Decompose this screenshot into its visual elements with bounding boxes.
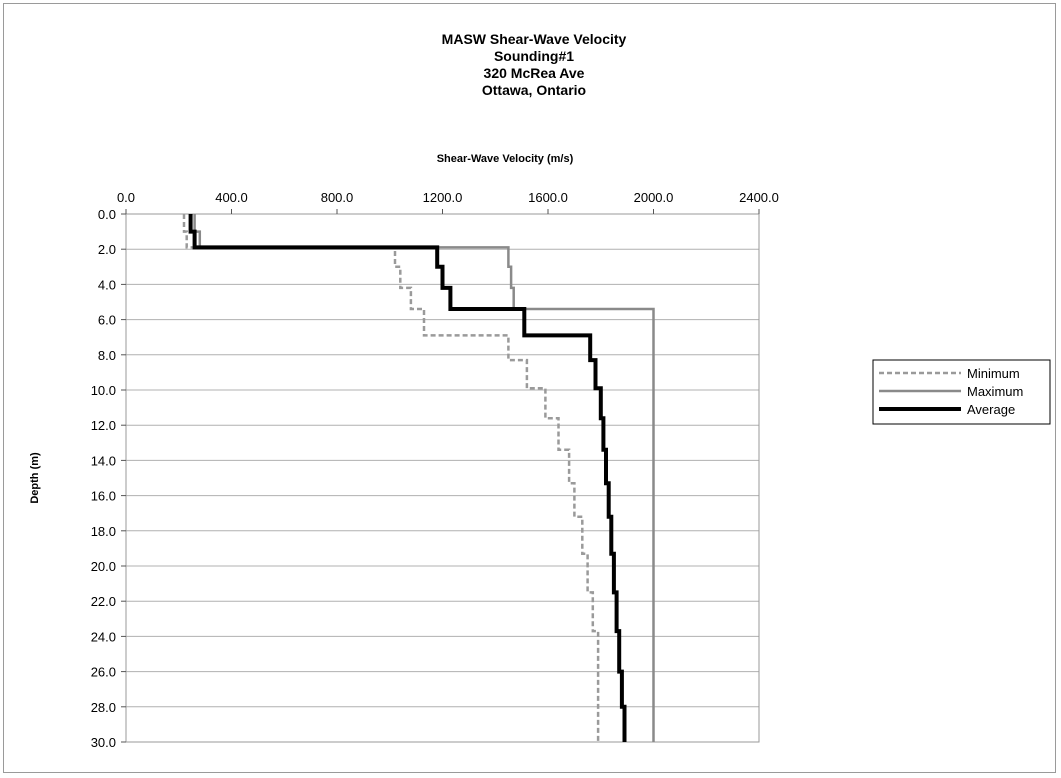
x-tick-label: 2400.0 xyxy=(739,190,779,205)
series-lines xyxy=(182,214,655,742)
y-tick-label: 26.0 xyxy=(91,665,116,680)
y-tick-label: 0.0 xyxy=(98,207,116,222)
x-tick-label: 1200.0 xyxy=(423,190,463,205)
x-axis-title: Shear-Wave Velocity (m/s) xyxy=(437,153,574,165)
legend-label-minimum: Minimum xyxy=(967,366,1020,381)
y-axis-title: Depth (m) xyxy=(29,452,41,504)
y-tick-label: 2.0 xyxy=(98,242,116,257)
chart-title-line-4: Ottawa, Ontario xyxy=(481,82,587,98)
y-tick-label: 30.0 xyxy=(91,735,116,750)
y-tick-label: 22.0 xyxy=(91,594,116,609)
x-tick-label: 1600.0 xyxy=(528,190,568,205)
y-tick-label: 18.0 xyxy=(91,524,116,539)
y-tick-label: 24.0 xyxy=(91,629,116,644)
series-line-minimum xyxy=(182,214,600,742)
y-tick-label: 12.0 xyxy=(91,418,116,433)
chart-title-line-2: Sounding#1 xyxy=(493,48,575,64)
series-line-average xyxy=(188,214,627,742)
legend-label-maximum: Maximum xyxy=(967,384,1023,399)
x-tick-label: 400.0 xyxy=(215,190,248,205)
series-line-maximum xyxy=(193,214,655,742)
y-tick-label: 6.0 xyxy=(98,313,116,328)
y-tick-label: 4.0 xyxy=(98,277,116,292)
chart-title-line-1: MASW Shear-Wave Velocity xyxy=(441,31,627,47)
x-tick-label: 2000.0 xyxy=(634,190,674,205)
chart-title-line-3: 320 McRea Ave xyxy=(483,65,585,81)
legend: Minimum Maximum Average xyxy=(872,359,1051,425)
y-tick-label: 10.0 xyxy=(91,383,116,398)
chart-title: MASW Shear-Wave Velocity Sounding#1 320 … xyxy=(364,31,704,99)
y-axis-ticks: 0.0 2.0 4.0 6.0 8.0 10.0 12.0 14.0 16.0 18.0 20.0 2… xyxy=(91,207,126,750)
plot-area xyxy=(125,213,760,743)
x-axis-ticks: 0.0 400.0 800.0 1200.0 1600.0 2000.0 2400.0 xyxy=(117,190,779,214)
x-tick-label: 0.0 xyxy=(117,190,135,205)
y-tick-label: 8.0 xyxy=(98,348,116,363)
y-tick-label: 28.0 xyxy=(91,700,116,715)
y-tick-label: 14.0 xyxy=(91,453,116,468)
x-tick-label: 800.0 xyxy=(321,190,354,205)
grid-lines xyxy=(126,248,759,708)
y-tick-label: 16.0 xyxy=(91,489,116,504)
y-tick-label: 20.0 xyxy=(91,559,116,574)
legend-label-average: Average xyxy=(967,402,1015,417)
